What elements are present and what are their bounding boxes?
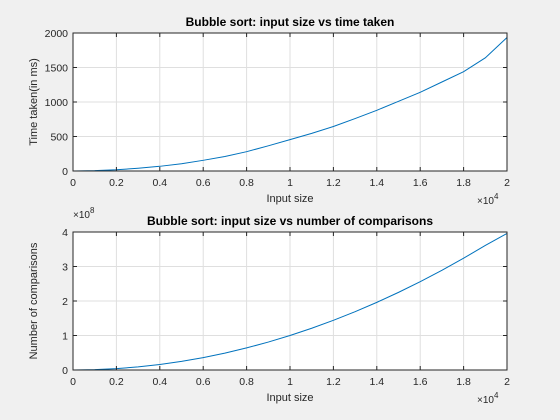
- y-tick-label: 2000: [45, 28, 69, 40]
- x-tick-label: 0.4: [152, 177, 167, 189]
- x-tick-label: 1.6: [413, 376, 428, 388]
- y-tick-label: 3: [62, 262, 68, 274]
- y-tick-label: 0: [62, 365, 68, 377]
- data-line: [72, 232, 508, 371]
- x-tick-label: 0.2: [109, 177, 124, 189]
- x-tick-label: 0.6: [196, 376, 211, 388]
- x-axis-exponent: ×104: [477, 192, 499, 207]
- x-tick-label: 0: [70, 376, 76, 388]
- x-tick-label: 0.2: [109, 376, 124, 388]
- x-tick-label: 1.8: [456, 376, 471, 388]
- y-tick-label: 1500: [45, 63, 69, 75]
- x-tick-label: 0.8: [239, 376, 254, 388]
- chart-1: 0 0.2 0.4 0.6 0.8 1 1.2 1.4 1.6 1.8 2 0 500 1000 1500 2…: [28, 15, 510, 207]
- data-line: [72, 37, 508, 172]
- x-tick-label: 1.2: [326, 177, 341, 189]
- y-tick-label: 0: [62, 166, 68, 178]
- y-tick-label: 4: [62, 227, 68, 239]
- x-tick-label: 1.6: [413, 177, 428, 189]
- y-tick-label: 1: [62, 331, 68, 343]
- x-tick-label: 2: [504, 177, 510, 189]
- x-tick-label: 1.2: [326, 376, 341, 388]
- chart-2: 0 0.2 0.4 0.6 0.8 1 1.2 1.4 1.6 1.8 2 0 1 2 3 4 Bubble s…: [28, 206, 510, 406]
- y-tick-label: 2: [62, 296, 68, 308]
- x-tick-label: 1.4: [369, 177, 384, 189]
- x-tick-label: 0.4: [152, 376, 167, 388]
- x-tick-label: 1: [287, 376, 293, 388]
- chart-title: Bubble sort: input size vs number of com…: [147, 214, 433, 228]
- y-axis-label: Number of comparisons: [28, 242, 40, 359]
- x-tick-label: 0.8: [239, 177, 254, 189]
- x-axis-label: Input size: [266, 392, 313, 404]
- x-axis-exponent: ×104: [477, 391, 499, 406]
- y-tick-label: 1000: [45, 97, 69, 109]
- x-tick-label: 0: [70, 177, 76, 189]
- x-tick-label: 0.6: [196, 177, 211, 189]
- x-axis-label: Input size: [266, 193, 313, 205]
- x-tick-label: 1: [287, 177, 293, 189]
- x-tick-label: 2: [504, 376, 510, 388]
- x-tick-label: 1.8: [456, 177, 471, 189]
- y-tick-label: 500: [50, 132, 68, 144]
- x-tick-label: 1.4: [369, 376, 384, 388]
- y-axis-exponent: ×108: [73, 206, 95, 221]
- y-axis-label: Time taken(in ms): [28, 58, 40, 146]
- chart-title: Bubble sort: input size vs time taken: [186, 15, 395, 29]
